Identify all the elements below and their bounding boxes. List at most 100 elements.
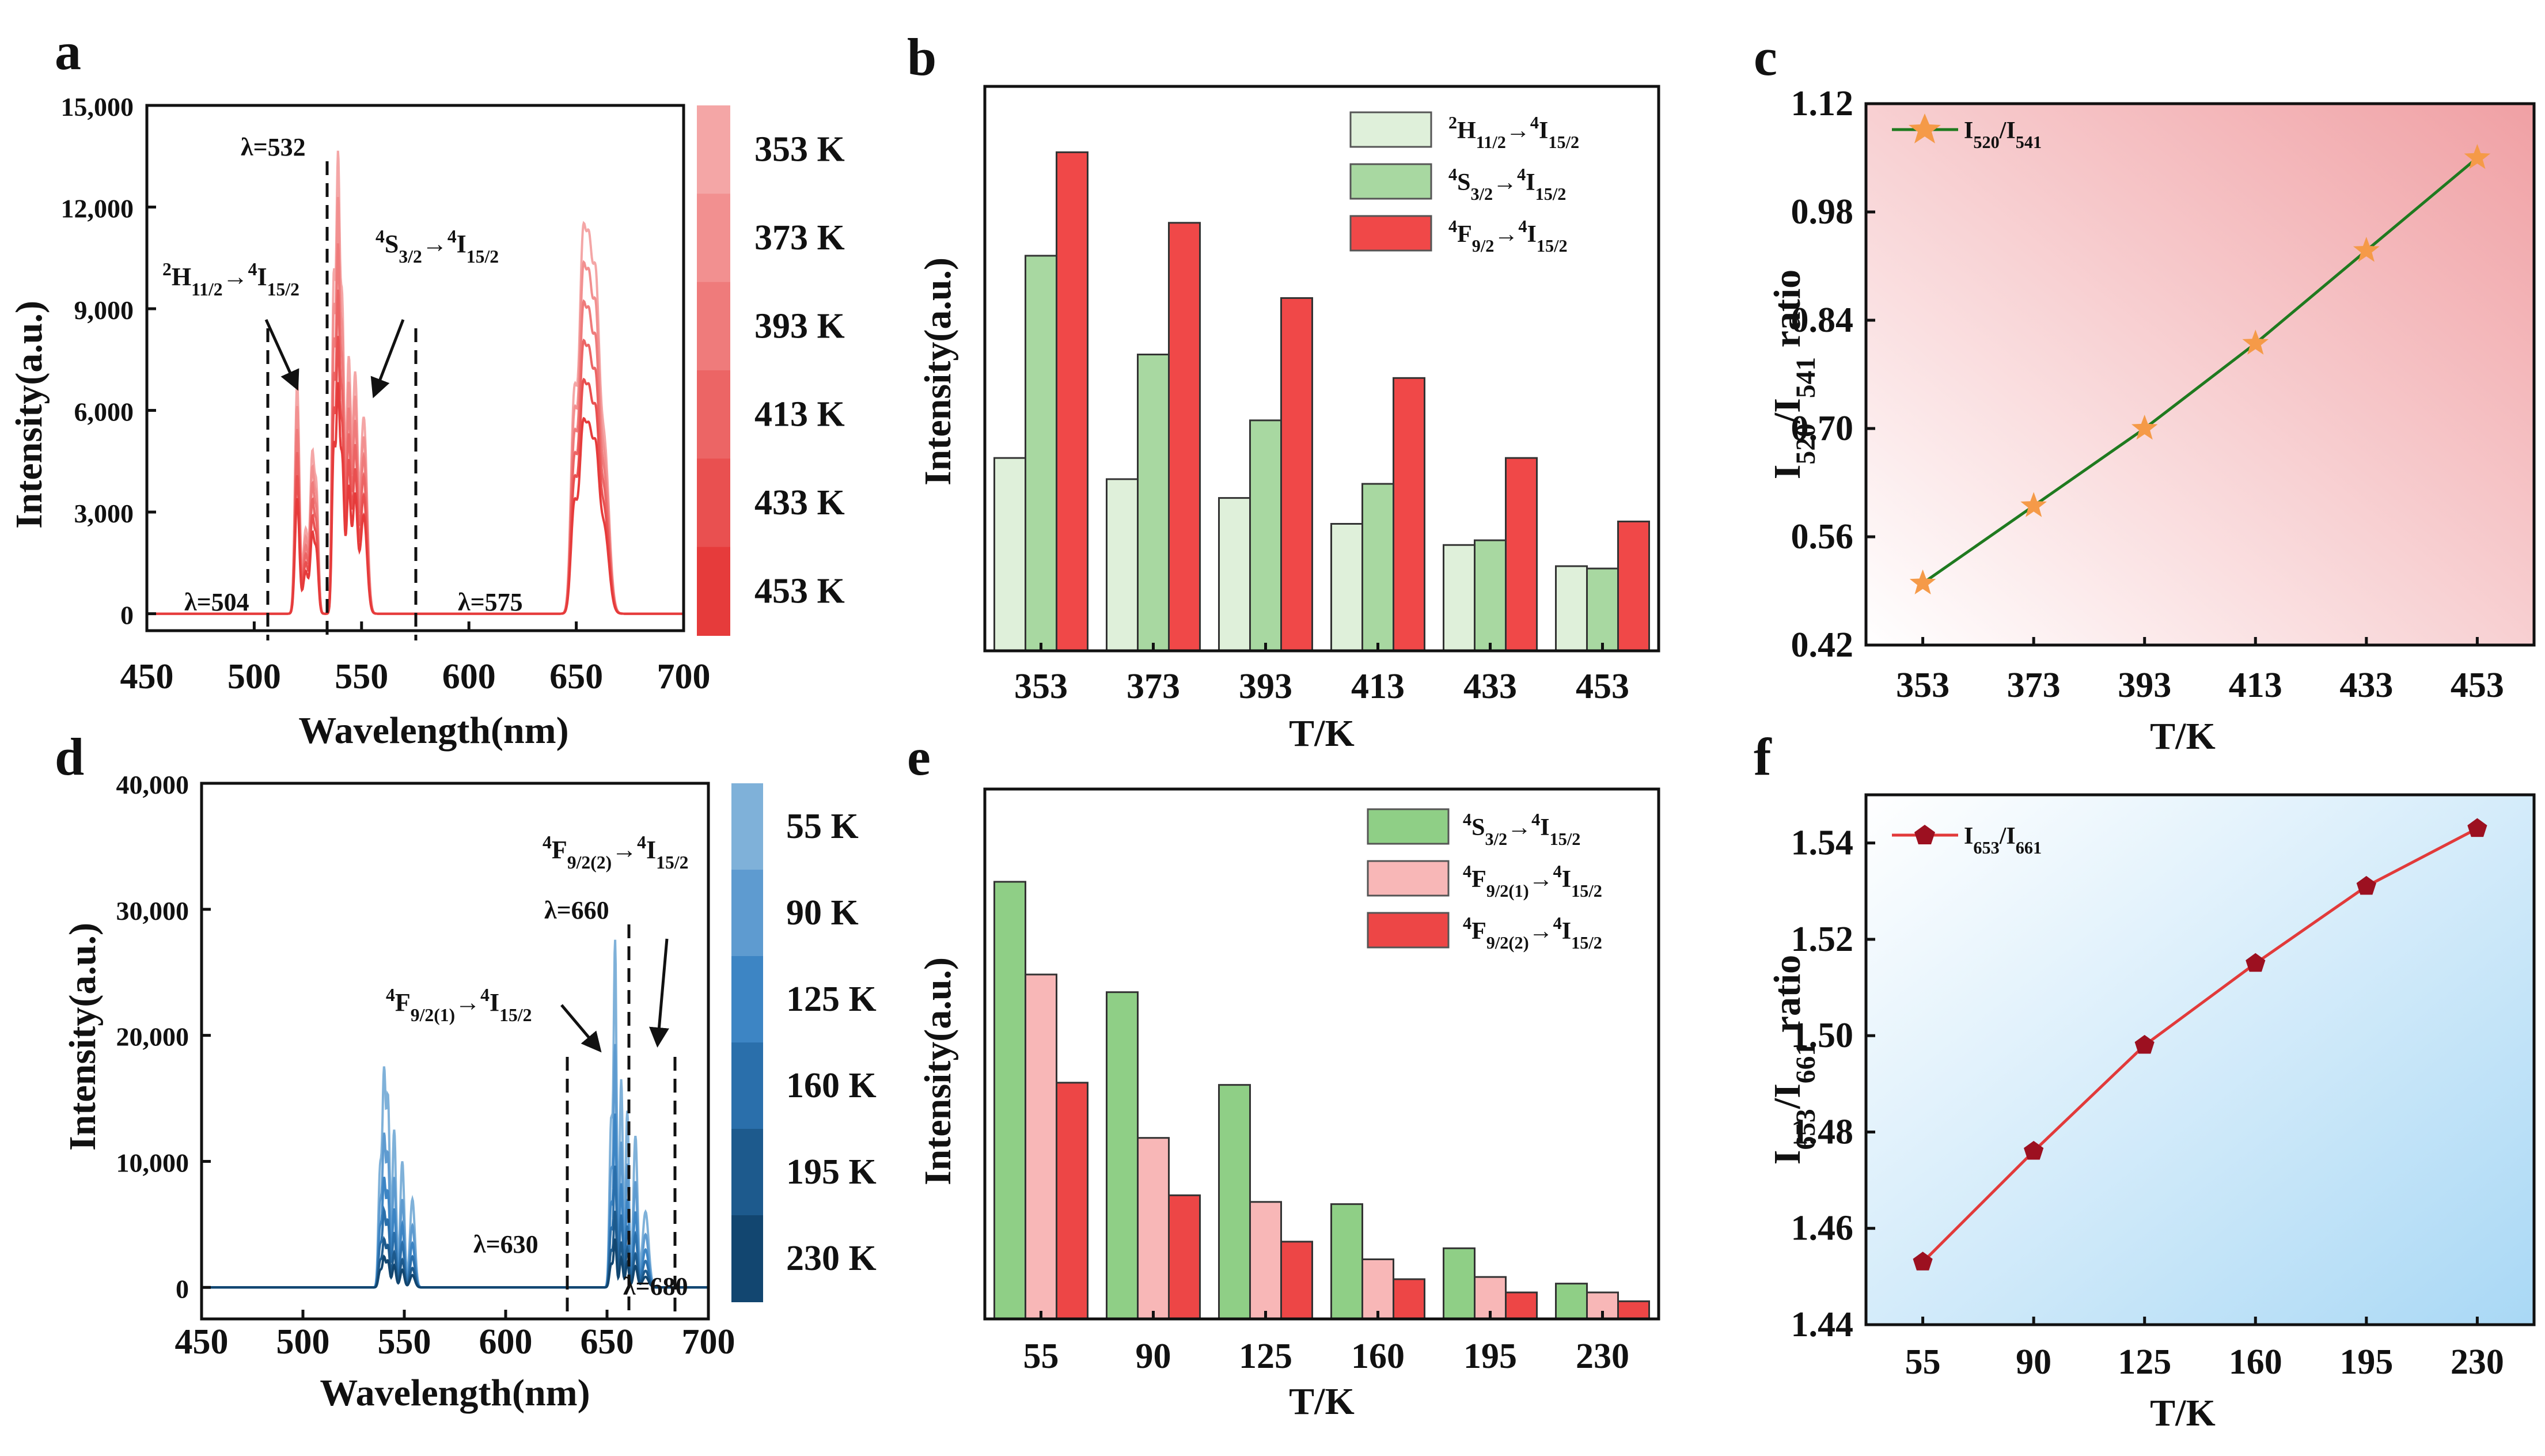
panel-label-a: a xyxy=(55,22,81,81)
panel-label-b: b xyxy=(907,28,936,86)
bar-413-series1 xyxy=(1330,523,1363,652)
x-tick-label: 500 xyxy=(276,1322,330,1362)
colorbar-segment-90k xyxy=(731,870,763,957)
x-tick-label: 195 xyxy=(2339,1343,2393,1382)
arrow-4F9(1) xyxy=(560,1004,602,1053)
bar-373-series2 xyxy=(1137,354,1170,652)
arrow-2H11 xyxy=(264,318,299,391)
bar-160-series3 xyxy=(1393,1278,1425,1320)
y-axis-label: Intensity(a.u.) xyxy=(8,301,50,529)
bar-453-series1 xyxy=(1555,565,1588,652)
y-tick-label: 0.98 xyxy=(1791,192,1854,232)
panel-label-e: e xyxy=(907,727,931,786)
x-tick-label: 373 xyxy=(2007,666,2061,705)
bar-90-series1 xyxy=(1106,991,1139,1320)
lambda-504-label: λ=504 xyxy=(184,588,249,616)
y-tick-label: 15,000 xyxy=(61,92,134,122)
bar-353-series1 xyxy=(993,457,1026,652)
panel-label-f: f xyxy=(1754,727,1772,786)
y-tick-labels: 0 3,000 6,000 9,000 12,000 15,000 xyxy=(61,92,156,630)
ratio-line-group xyxy=(1909,144,2491,594)
arrow-4S3 xyxy=(370,319,405,399)
x-tick-label: 450 xyxy=(120,657,174,696)
data-point-195 xyxy=(2356,875,2376,895)
legend-label-4F9(2): 4F9/2(2)→4I15/2 xyxy=(1463,913,1602,953)
x-tick-label: 230 xyxy=(1576,1337,1629,1376)
y-tick-label: 1.46 xyxy=(1791,1209,1854,1248)
legend-label-4F9: 4F9/2→4I15/2 xyxy=(1448,217,1568,256)
legend-swatch-4F9 xyxy=(1349,215,1432,252)
colorbar-label-55k: 55 K xyxy=(786,807,859,846)
x-tick-label: 230 xyxy=(2451,1343,2504,1382)
legend-swatch-4F9(2) xyxy=(1367,912,1450,949)
bar-230-series1 xyxy=(1555,1283,1588,1320)
colorbar-segment-373k xyxy=(697,194,730,283)
panel-b: b 353 373 393 413 433 453 Intensity(a.u.) T/K… xyxy=(907,28,1660,754)
bar-195-series3 xyxy=(1505,1291,1538,1320)
x-tick-label: 125 xyxy=(2118,1343,2171,1382)
x-tick-label: 650 xyxy=(549,657,603,696)
lambda-630-label: λ=630 xyxy=(473,1230,538,1258)
transition-label-4S3-4I15: 4S3/2→4I15/2 xyxy=(376,226,499,267)
bar-393-series3 xyxy=(1280,297,1313,652)
plot-background xyxy=(1866,104,2534,645)
legend-label-2H11: 2H11/2→4I15/2 xyxy=(1448,113,1579,152)
x-tick-label: 600 xyxy=(442,657,496,696)
colorbar-segment-413k xyxy=(697,370,730,460)
data-point-393 xyxy=(2131,415,2158,440)
x-tick-label: 453 xyxy=(1576,667,1629,706)
y-tick-label: 1.54 xyxy=(1791,824,1854,863)
x-tick-label: 353 xyxy=(1014,667,1068,706)
ratio-line-group xyxy=(1913,818,2487,1271)
bar-90-series3 xyxy=(1168,1194,1201,1320)
x-tick-label: 90 xyxy=(2016,1343,2051,1382)
x-axis-label: T/K xyxy=(1289,712,1355,754)
y-axis-label: I653/I661 ratio xyxy=(1766,955,1821,1165)
y-tick-label: 1.48 xyxy=(1791,1112,1854,1151)
lambda-575-label: λ=575 xyxy=(458,588,523,616)
legend-label: I520/I541 xyxy=(1964,117,2042,152)
bar-160-series2 xyxy=(1361,1258,1394,1320)
colorbar-segment-125k xyxy=(731,956,763,1043)
x-tick-label: 413 xyxy=(1351,667,1405,706)
x-tick-label: 125 xyxy=(1239,1337,1292,1376)
colorbar-label-353k: 353 K xyxy=(754,130,845,169)
x-tick-label: 160 xyxy=(1351,1337,1405,1376)
panel-f: f 1.44 1.46 1.48 1.50 1.52 1.54 55 90 125 160 195… xyxy=(1754,727,2536,1434)
x-tick-labels: 353 373 393 413 433 453 xyxy=(1896,637,2504,705)
colorbar-label-373k: 373 K xyxy=(754,218,845,257)
data-point-125 xyxy=(2134,1034,2155,1054)
bar-group xyxy=(993,881,1650,1320)
x-tick-label: 433 xyxy=(2339,666,2393,705)
colorbar-label-413k: 413 K xyxy=(754,395,845,434)
plot-frame xyxy=(200,782,710,1321)
y-axis-label: Intensity(a.u.) xyxy=(917,957,959,1185)
bar-413-series2 xyxy=(1361,483,1394,652)
x-tick-label: 393 xyxy=(1239,667,1292,706)
lambda-532-label: λ=532 xyxy=(241,133,306,161)
x-tick-label: 90 xyxy=(1136,1337,1171,1376)
bar-55-series1 xyxy=(993,881,1026,1320)
x-tick-label: 450 xyxy=(175,1322,229,1362)
colorbar-label-125k: 125 K xyxy=(786,980,877,1019)
bar-453-series2 xyxy=(1586,567,1619,652)
x-tick-labels: 450 500 550 600 650 700 xyxy=(175,1310,735,1362)
x-tick-label: 55 xyxy=(1905,1343,1941,1382)
legend: I520/I541 xyxy=(1892,113,2042,152)
bar-195-series1 xyxy=(1443,1247,1476,1320)
x-axis-label: T/K xyxy=(2150,715,2216,757)
colorbar-segment-353k xyxy=(697,105,730,195)
x-tick-label: 160 xyxy=(2229,1343,2282,1382)
data-point-433 xyxy=(2353,237,2380,262)
y-axis-label: Intensity(a.u.) xyxy=(62,923,104,1151)
lambda-660-label: λ=660 xyxy=(544,896,609,924)
bar-group xyxy=(993,151,1650,652)
spectrum-series-group xyxy=(202,939,708,1289)
colorbar-label-160k: 160 K xyxy=(786,1066,877,1105)
y-tick-label: 1.50 xyxy=(1791,1016,1854,1055)
legend: 4S3/2→4I15/2 4F9/2(1)→4I15/2 4F9/2(2)→4I… xyxy=(1367,808,1602,953)
bar-433-series2 xyxy=(1474,539,1507,652)
legend: I653/I661 xyxy=(1892,823,2042,858)
colorbar-label-453k: 453 K xyxy=(754,571,845,611)
bar-160-series1 xyxy=(1330,1203,1363,1320)
